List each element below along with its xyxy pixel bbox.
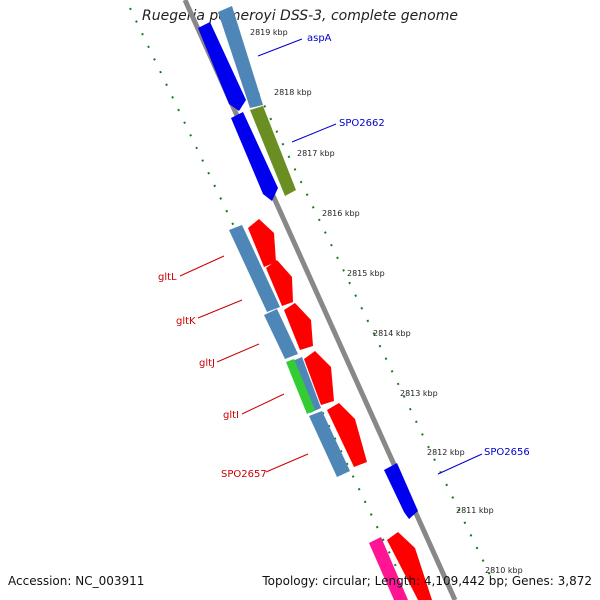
tick-label-2818: 2818 kbp [274,88,312,97]
kbp-ticks: 2819 kbp 2818 kbp 2817 kbp 2816 kbp 2815… [250,28,523,575]
label-aspa: aspA [307,33,332,44]
gene-steel-spo2657[interactable] [309,411,350,477]
leader-spo2657 [265,453,309,473]
leader-gltj [216,343,260,363]
gene-steel-aspa[interactable] [218,6,263,108]
leader-glti [241,393,285,415]
tick-label-2810: 2810 kbp [485,566,523,575]
gene-blue-top-2[interactable] [231,112,278,201]
tick-label-2814: 2814 kbp [373,329,411,338]
gene-red-bottom[interactable] [387,532,432,600]
label-spo2656: SPO2656 [484,447,530,458]
label-spo2657: SPO2657 [221,469,267,480]
gene-steel-gltl[interactable] [229,225,280,312]
label-glti: gltI [223,410,239,421]
label-gltj: gltJ [199,358,215,369]
leader-spo2662 [291,123,337,143]
label-gltk: gltK [176,316,196,327]
leader-gltl [179,255,225,277]
gene-pink-bottom[interactable] [369,537,408,600]
gene-blue-top-1[interactable] [198,22,246,111]
gene-red-3[interactable] [284,303,313,350]
gene-red-2[interactable] [266,260,293,306]
label-spo2662: SPO2662 [339,118,385,129]
genome-summary-text: Topology: circular; Length: 4,109,442 bp… [262,574,592,588]
tick-label-2813: 2813 kbp [400,389,438,398]
tick-label-2812: 2812 kbp [427,448,465,457]
label-gltl: gltL [158,272,177,283]
gene-olive-spo2662[interactable] [250,106,296,196]
tick-label-2819: 2819 kbp [250,28,288,37]
leader-aspa [257,38,303,57]
tick-label-2815: 2815 kbp [347,269,385,278]
gene-red-5[interactable] [327,403,367,467]
tick-label-2811: 2811 kbp [456,506,494,515]
tick-label-2816: 2816 kbp [322,209,360,218]
gene-red-1[interactable] [248,219,276,267]
leader-spo2656 [437,453,483,475]
accession-text: Accession: NC_003911 [8,574,145,588]
gene-green-glti[interactable] [286,359,315,414]
gene-blue-spo2656[interactable] [384,463,418,519]
leader-gltk [197,299,243,319]
tick-label-2817: 2817 kbp [297,149,335,158]
gene-steel-gltk[interactable] [264,309,298,359]
gene-red-4[interactable] [304,351,334,405]
